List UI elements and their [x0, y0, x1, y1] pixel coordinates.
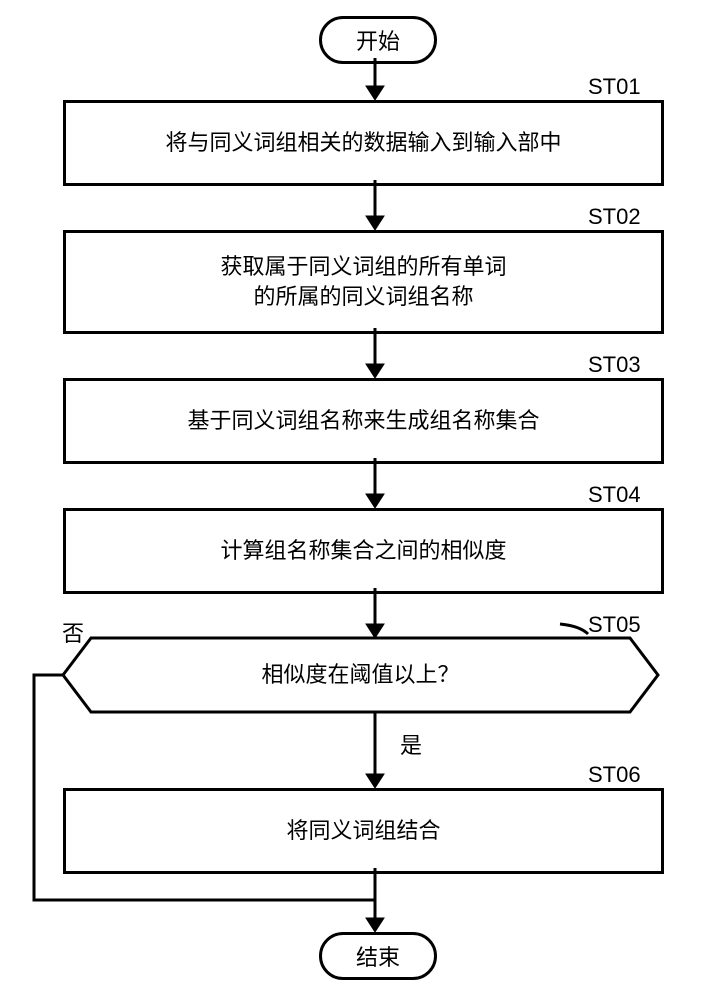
terminator-end: 结束: [319, 932, 437, 980]
svg-text:相似度在阈值以上？: 相似度在阈值以上？: [261, 662, 459, 687]
step-label-st06: ST06: [588, 762, 641, 788]
process-st04: 计算组名称集合之间的相似度: [63, 508, 664, 594]
step-label-st02: ST02: [588, 204, 641, 230]
flowchart-canvas: 开始 结束 将与同义词组相关的数据输入到输入部中 获取属于同义词组的所有单词 的…: [0, 0, 721, 1000]
process-st01: 将与同义词组相关的数据输入到输入部中: [63, 100, 664, 186]
branch-label-yes: 是: [400, 728, 422, 760]
process-st02-text: 获取属于同义词组的所有单词 的所属的同义词组名称: [220, 252, 506, 311]
process-st04-text: 计算组名称集合之间的相似度: [220, 536, 506, 566]
process-st06: 将同义词组结合: [63, 788, 664, 874]
terminator-start: 开始: [319, 16, 437, 64]
process-st02: 获取属于同义词组的所有单词 的所属的同义词组名称: [63, 230, 664, 334]
step-label-st05: ST05: [588, 612, 641, 638]
step-label-st01: ST01: [588, 74, 641, 100]
terminator-end-text: 结束: [356, 940, 400, 972]
process-st03: 基于同义词组名称来生成组名称集合: [63, 378, 664, 464]
branch-label-no: 否: [62, 616, 84, 648]
step-label-st03: ST03: [588, 352, 641, 378]
process-st06-text: 将同义词组结合: [286, 816, 440, 846]
terminator-start-text: 开始: [356, 24, 400, 56]
step-label-st04: ST04: [588, 482, 641, 508]
process-st03-text: 基于同义词组名称来生成组名称集合: [187, 406, 539, 436]
process-st01-text: 将与同义词组相关的数据输入到输入部中: [165, 128, 561, 158]
